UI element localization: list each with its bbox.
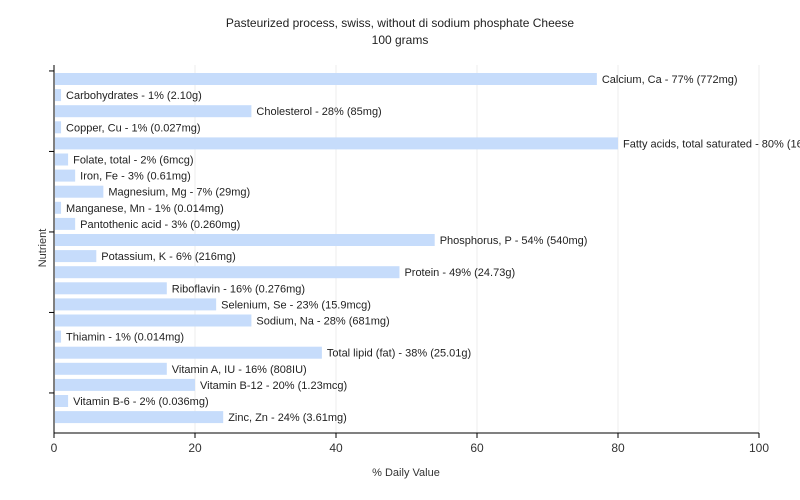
x-tick-label: 40 [329,441,343,455]
bar [55,266,400,279]
bar [55,153,69,166]
bar [55,105,252,118]
bars [55,73,618,424]
data-labels: Calcium, Ca - 77% (772mg) Carbohydrates -… [66,74,800,424]
x-tick-label: 0 [51,441,58,455]
data-label: Magnesium, Mg - 7% (29mg) [108,187,250,199]
data-label: Total lipid (fat) - 38% (25.01g) [327,348,471,360]
data-label: Vitamin B-6 - 2% (0.036mg) [73,396,209,408]
x-tick-label: 100 [749,441,769,455]
data-label: Iron, Fe - 3% (0.61mg) [80,171,191,183]
data-label: Pantothenic acid - 3% (0.260mg) [80,219,240,231]
bar [55,330,62,343]
data-label: Carbohydrates - 1% (2.10g) [66,90,202,102]
bar [55,298,217,311]
data-label: Calcium, Ca - 77% (772mg) [602,74,738,86]
data-label: Protein - 49% (24.73g) [404,267,515,279]
axes: 0 20 40 60 80 100 [49,65,769,455]
bar [55,201,62,214]
bar [55,217,76,230]
bar [55,137,618,150]
chart-title: Pasteurized process, swiss, without di s… [225,16,575,30]
x-tick-label: 80 [611,441,625,455]
bar [55,395,69,407]
bar [55,169,76,182]
x-axis-label: % Daily Value [372,467,440,479]
bar [55,89,62,102]
data-label: Thiamin - 1% (0.014mg) [66,332,184,344]
data-label: Potassium, K - 6% (216mg) [101,251,236,263]
data-label: Cholesterol - 28% (85mg) [256,106,381,118]
data-label: Vitamin A, IU - 16% (808IU) [172,364,307,376]
y-axis-label: Nutrient [37,229,49,268]
data-label: Folate, total - 2% (6mcg) [73,155,193,167]
bar [55,234,435,246]
data-label: Zinc, Zn - 24% (3.61mg) [228,412,347,424]
bar [55,314,252,327]
x-tick-label: 60 [470,441,484,455]
bar [55,346,322,359]
data-label: Riboflavin - 16% (0.276mg) [172,283,305,295]
data-label: Selenium, Se - 23% (15.9mcg) [221,299,371,311]
data-label: Manganese, Mn - 1% (0.014mg) [66,203,224,215]
bar [55,73,597,85]
x-tick-label: 20 [188,441,202,455]
bar [55,282,167,295]
bar [55,121,62,134]
data-label: Vitamin B-12 - 20% (1.23mcg) [200,380,347,392]
bar [55,362,167,375]
bar [55,411,224,424]
chart-subtitle: 100 grams [371,33,429,47]
data-label: Phosphorus, P - 54% (540mg) [440,235,588,247]
bar [55,378,195,391]
gridlines [194,65,760,433]
data-label: Sodium, Na - 28% (681mg) [256,316,389,328]
bar [55,250,97,263]
bar [55,185,104,198]
data-label: Fatty acids, total saturated - 80% (16.0… [623,138,800,150]
data-label: Copper, Cu - 1% (0.027mg) [66,122,201,134]
